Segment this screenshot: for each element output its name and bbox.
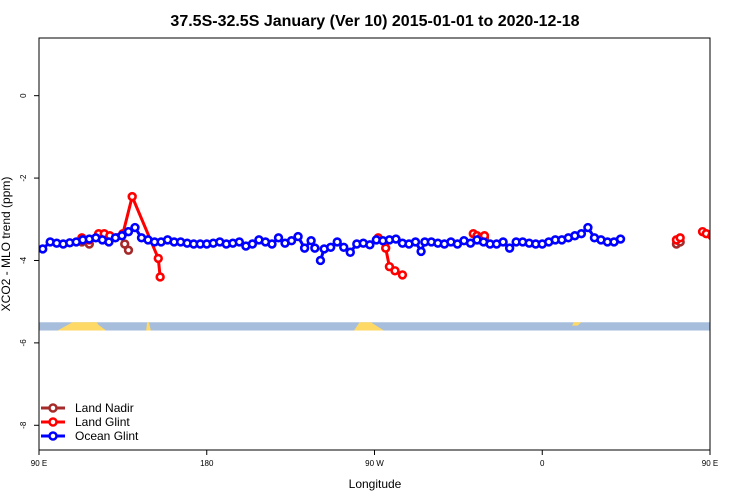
map-land-australia-west xyxy=(87,322,99,326)
data-point-ocean-glint-0-32 xyxy=(247,239,258,249)
data-point-ocean-glint-0-38 xyxy=(286,236,297,246)
y-tick-label-2: -4 xyxy=(19,256,28,264)
map-land-africa xyxy=(572,322,582,326)
legend-label-ocean-glint: Ocean Glint xyxy=(75,429,139,443)
data-point-ocean-glint-0-36 xyxy=(273,233,284,243)
legend-marker-land-glint xyxy=(48,417,58,427)
data-point-land-glint-0-8 xyxy=(155,272,165,282)
data-point-land-glint-4-2 xyxy=(707,231,710,241)
chart-title: 37.5S-32.5S January (Ver 10) 2015-01-01 … xyxy=(170,13,579,30)
y-axis: 0 -2 -4 -6 -8 xyxy=(19,93,39,429)
data-point-land-glint-1-1 xyxy=(380,243,391,253)
legend-marker-ocean-glint xyxy=(48,431,58,441)
data-point-ocean-glint-0-40 xyxy=(299,243,310,253)
legend: Land Nadir Land Glint Ocean Glint xyxy=(41,401,139,443)
x-tick-label-1: 180 xyxy=(200,459,214,468)
data-point-ocean-glint-1-15 xyxy=(410,237,421,247)
series-ocean-glint xyxy=(39,222,626,266)
data-point-ocean-glint-0-39 xyxy=(293,231,303,242)
data-point-ocean-glint-0-41 xyxy=(306,236,316,246)
data-point-land-nadir-4-1 xyxy=(718,247,725,254)
x-tick-label-0: 90 E xyxy=(31,459,47,468)
x-tick-label-2: 90 W xyxy=(365,459,384,468)
map-land-new-zealand xyxy=(146,322,151,331)
y-tick-label-0: 0 xyxy=(19,93,28,98)
series-land-glint xyxy=(77,191,730,282)
data-point-ocean-glint-1-30 xyxy=(504,243,515,253)
data-point-land-glint-0-6 xyxy=(127,191,137,202)
legend-label-land-glint: Land Glint xyxy=(75,415,130,429)
data-point-ocean-glint-1-8 xyxy=(365,240,375,250)
y-tick-label-3: -6 xyxy=(19,339,28,347)
legend-marker-land-nadir xyxy=(48,403,58,413)
data-point-land-glint-1-3 xyxy=(390,266,400,276)
data-point-ocean-glint-0-35 xyxy=(267,239,277,249)
x-tick-label-4: 90 E xyxy=(702,459,718,468)
legend-item-ocean-glint: Ocean Glint xyxy=(41,429,139,443)
data-point-ocean-glint-1-42 xyxy=(583,222,593,233)
data-point-land-glint-4-4 xyxy=(723,193,730,200)
data-point-ocean-glint-1-47 xyxy=(615,234,626,244)
legend-item-land-nadir: Land Nadir xyxy=(41,401,134,415)
data-point-ocean-glint-0-13 xyxy=(123,226,134,237)
data-point-ocean-glint-1-0 xyxy=(315,255,326,266)
map-strip xyxy=(39,322,736,331)
x-axis: 90 E 180 90 W 0 90 E xyxy=(31,450,718,468)
data-point-land-nadir-1-1 xyxy=(123,245,134,255)
data-point-ocean-glint-0-0 xyxy=(39,244,48,254)
map-land-australia-west-repeat xyxy=(729,322,736,325)
data-point-ocean-glint-1-3 xyxy=(332,237,342,247)
x-tick-label-3: 0 xyxy=(540,459,545,468)
data-point-ocean-glint-0-10 xyxy=(104,237,114,247)
data-point-land-glint-0-7 xyxy=(153,253,163,264)
legend-label-land-nadir: Land Nadir xyxy=(75,401,134,415)
data-point-ocean-glint-1-16 xyxy=(416,246,426,257)
data-point-land-glint-3-1 xyxy=(675,233,685,243)
map-land-south-america xyxy=(353,322,384,331)
data-point-ocean-glint-0-12 xyxy=(117,231,127,241)
data-point-ocean-glint-0-30 xyxy=(234,237,245,247)
data-point-ocean-glint-1-5 xyxy=(345,247,355,257)
legend-item-land-glint: Land Glint xyxy=(41,415,130,429)
y-tick-label-4: -8 xyxy=(19,421,28,429)
series-line-land-nadir-4 xyxy=(717,244,721,250)
data-point-ocean-glint-1-12 xyxy=(391,234,401,244)
series-layer xyxy=(39,191,730,282)
y-axis-label: XCO2 - MLO trend (ppm) xyxy=(0,177,13,312)
data-point-land-nadir-4-0 xyxy=(714,241,721,248)
data-point-land-glint-4-3 xyxy=(716,230,723,237)
data-point-ocean-glint-1-2 xyxy=(325,242,336,252)
data-point-ocean-glint-1-29 xyxy=(498,237,508,247)
y-tick-label-1: -2 xyxy=(19,174,28,182)
x-axis-label: Longitude xyxy=(349,477,402,491)
data-point-ocean-glint-1-4 xyxy=(339,242,349,252)
data-point-land-glint-1-4 xyxy=(397,270,408,280)
data-point-ocean-glint-1-41 xyxy=(576,229,587,239)
data-point-ocean-glint-0-14 xyxy=(130,222,140,233)
data-point-ocean-glint-0-42 xyxy=(310,243,320,253)
